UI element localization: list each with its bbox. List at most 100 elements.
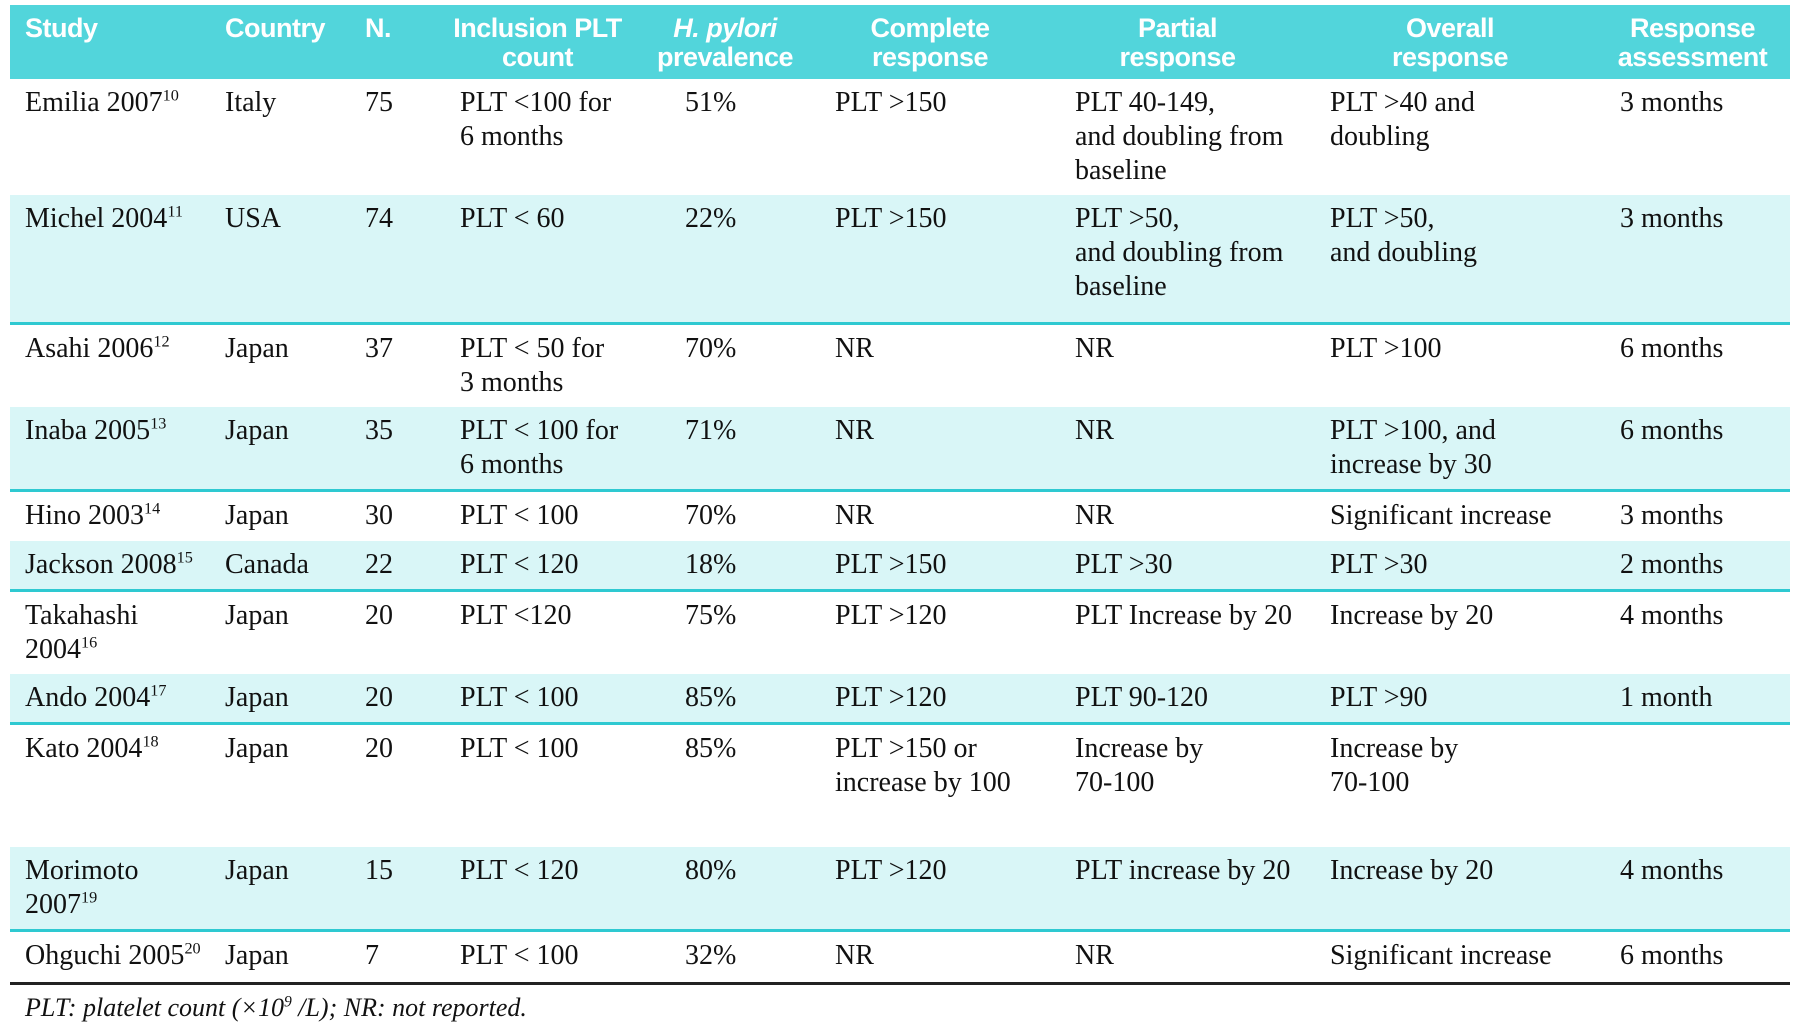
- table-row: Emilia 200710 Italy 75 PLT <100 for 6 mo…: [10, 79, 1790, 195]
- n-cell: 37: [365, 333, 393, 364]
- country-cell: Japan: [225, 415, 289, 446]
- reference-superscript: 15: [176, 548, 193, 567]
- table-row: Jackson 200815 Canada 22 PLT < 120 18% P…: [10, 541, 1790, 592]
- country-cell: Japan: [225, 940, 289, 971]
- table-row: Kato 200418 Japan 20 PLT < 100 85% PLT >…: [10, 725, 1790, 847]
- complete-response-cell: NR: [835, 500, 874, 531]
- reference-superscript: 10: [162, 86, 179, 105]
- response-assessment-cell: 6 months: [1620, 333, 1724, 364]
- column-header-label: Study: [25, 13, 98, 43]
- h-pylori-prevalence-cell: 80%: [685, 855, 737, 886]
- column-header-label: Partial: [1137, 13, 1218, 43]
- h-pylori-prevalence-cell: 85%: [685, 733, 737, 764]
- inclusion-plt-count-cell: PLT < 120: [460, 549, 579, 580]
- study-cell: Emilia 200710: [10, 79, 210, 195]
- column-header-label: prevalence: [656, 42, 794, 72]
- study-name: Morimoto 2007: [25, 855, 139, 920]
- n-cell: 75: [365, 87, 393, 118]
- column-header-response-assessment: Response assessment: [1595, 14, 1790, 72]
- table-row: Asahi 200612 Japan 37 PLT < 50 for 3 mon…: [10, 325, 1790, 407]
- overall-response-cell: PLT >100: [1330, 333, 1442, 364]
- column-header-label: Country: [225, 13, 326, 43]
- complete-response-cell: NR: [835, 415, 874, 446]
- h-pylori-prevalence-cell: 18%: [685, 549, 737, 580]
- partial-response-cell: PLT >30: [1075, 549, 1173, 580]
- country-cell: USA: [225, 203, 282, 234]
- n-cell: 7: [365, 940, 379, 971]
- study-name: Hino 2003: [25, 500, 144, 531]
- table-body: Emilia 200710 Italy 75 PLT <100 for 6 mo…: [10, 79, 1790, 980]
- country-cell: Japan: [225, 333, 289, 364]
- footnote-superscript: 9: [283, 993, 292, 1011]
- column-header-complete-response: Complete response: [810, 14, 1050, 72]
- response-assessment-cell: 3 months: [1620, 203, 1724, 234]
- inclusion-plt-count-cell: PLT < 100: [460, 500, 579, 531]
- column-header-label: assessment: [1617, 42, 1768, 72]
- column-header-overall-response: Overall response: [1305, 14, 1595, 72]
- complete-response-cell: PLT >120: [835, 682, 947, 713]
- complete-response-cell: PLT >150: [835, 549, 947, 580]
- study-cell: Takahashi 200416: [10, 592, 210, 674]
- table-row: Hino 200314 Japan 30 PLT < 100 70% NR NR…: [10, 492, 1790, 541]
- country-cell: Japan: [225, 733, 289, 764]
- response-assessment-cell: 2 months: [1620, 549, 1724, 580]
- study-cell: Michel 200411: [10, 195, 210, 322]
- table-header-row: Study Country N. Inclusion PLT count H. …: [10, 5, 1790, 79]
- inclusion-plt-count-cell: PLT < 100: [460, 682, 579, 713]
- n-cell: 35: [365, 415, 393, 446]
- study-cell: Kato 200418: [10, 725, 210, 847]
- study-cell: Hino 200314: [10, 492, 210, 541]
- study-cell: Morimoto 200719: [10, 847, 210, 929]
- table-row: Takahashi 200416 Japan 20 PLT <120 75% P…: [10, 592, 1790, 674]
- complete-response-cell: NR: [835, 940, 874, 971]
- partial-response-cell: NR: [1075, 415, 1114, 446]
- column-header-label: Complete: [870, 13, 990, 43]
- n-cell: 20: [365, 733, 393, 764]
- column-header-h-pylori-prevalence: H. pylori prevalence: [640, 14, 810, 72]
- h-pylori-prevalence-cell: 32%: [685, 940, 737, 971]
- h-pylori-prevalence-cell: 75%: [685, 600, 737, 631]
- overall-response-cell: PLT >90: [1330, 682, 1428, 713]
- partial-response-cell: NR: [1075, 940, 1114, 971]
- complete-response-cell: PLT >150: [835, 203, 947, 234]
- table-row: Ando 200417 Japan 20 PLT < 100 85% PLT >…: [10, 674, 1790, 725]
- study-cell: Asahi 200612: [10, 325, 210, 407]
- n-cell: 20: [365, 682, 393, 713]
- study-name: Asahi 2006: [25, 333, 154, 364]
- country-cell: Japan: [225, 600, 289, 631]
- footnote-text: /L); NR: not reported.: [291, 993, 527, 1022]
- partial-response-cell: NR: [1075, 333, 1114, 364]
- column-header-label: response: [871, 42, 989, 72]
- inclusion-plt-count-cell: PLT < 100: [460, 733, 579, 764]
- h-pylori-prevalence-cell: 22%: [685, 203, 737, 234]
- response-assessment-cell: [1595, 725, 1790, 847]
- complete-response-cell: PLT >150 or increase by 100: [835, 733, 1011, 798]
- reference-superscript: 20: [184, 939, 201, 958]
- complete-response-cell: PLT >120: [835, 855, 947, 886]
- partial-response-cell: PLT 90-120: [1075, 682, 1209, 713]
- study-cell: Inaba 200513: [10, 407, 210, 489]
- complete-response-cell: PLT >120: [835, 600, 947, 631]
- reference-superscript: 17: [150, 681, 167, 700]
- partial-response-cell: PLT 40-149, and doubling from baseline: [1075, 87, 1284, 186]
- study-name: Kato 2004: [25, 733, 143, 764]
- overall-response-cell: PLT >50, and doubling: [1330, 203, 1477, 268]
- column-header-inclusion-plt-count: Inclusion PLT count: [435, 14, 640, 72]
- country-cell: Japan: [225, 855, 289, 886]
- h-pylori-prevalence-cell: 71%: [685, 415, 737, 446]
- overall-response-cell: Increase by 20: [1330, 600, 1494, 631]
- response-assessment-cell: 4 months: [1620, 855, 1724, 886]
- column-header-label: response: [1391, 42, 1509, 72]
- column-header-label: Inclusion PLT: [453, 13, 622, 43]
- reference-superscript: 19: [81, 888, 98, 907]
- table-row: Michel 200411 USA 74 PLT < 60 22% PLT >1…: [10, 195, 1790, 325]
- column-header-partial-response: Partial response: [1050, 14, 1305, 72]
- column-header-label: N.: [365, 13, 392, 43]
- study-name: Inaba 2005: [25, 415, 151, 446]
- reference-superscript: 13: [150, 414, 167, 433]
- study-name: Takahashi 2004: [25, 600, 139, 665]
- n-cell: 20: [365, 600, 393, 631]
- column-header-label: Response: [1629, 13, 1756, 43]
- column-header-label: count: [502, 42, 574, 72]
- footnote-text: PLT: platelet count (×10: [25, 993, 284, 1022]
